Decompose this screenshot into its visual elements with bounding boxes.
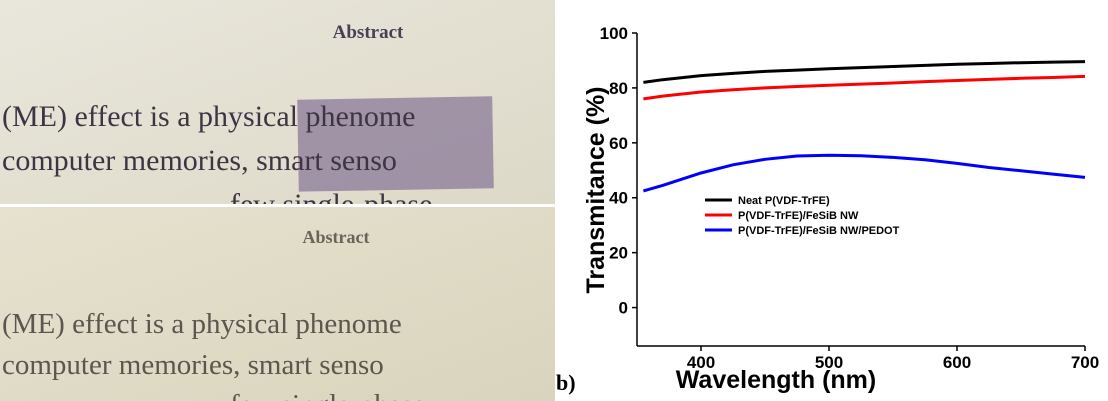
photo-bottom: Abstract (ME) effect is a physical pheno… <box>0 207 555 401</box>
photo-text: computer memories, smart senso <box>2 349 384 381</box>
photo-top: Abstract (ME) effect is a physical pheno… <box>0 0 555 221</box>
y-axis-title: Transmitance (%) <box>582 86 610 293</box>
y-tick-label: 0 <box>619 299 628 318</box>
photo-text: (ME) effect is a physical phenome <box>2 100 415 133</box>
y-tick-label: 80 <box>609 79 628 98</box>
x-tick-label: 500 <box>815 353 843 372</box>
y-tick-label: 40 <box>609 189 628 208</box>
y-tick-label: 100 <box>600 24 628 43</box>
photo-text: computer memories, smart senso <box>2 144 397 177</box>
legend-label: P(VDF-TrFE)/FeSiB NW/PEDOT <box>738 225 900 237</box>
panel-label: b) <box>556 370 576 395</box>
legend-label: P(VDF-TrFE)/FeSiB NW <box>738 210 859 222</box>
x-tick-label: 400 <box>687 353 715 372</box>
photo-text: Abstract <box>303 227 370 247</box>
figure: Abstract (ME) effect is a physical pheno… <box>0 0 1108 401</box>
photo-text: few single-phase <box>230 389 426 401</box>
photo-text: Abstract <box>333 22 404 43</box>
x-tick-label: 700 <box>1071 353 1099 372</box>
y-tick-label: 60 <box>609 134 628 153</box>
photo-text: (ME) effect is a physical phenome <box>2 308 402 340</box>
series-line <box>643 155 1085 191</box>
y-tick-label: 20 <box>609 244 628 263</box>
series-line <box>643 76 1085 99</box>
x-tick-label: 600 <box>943 353 971 372</box>
legend-label: Neat P(VDF-TrFE) <box>738 195 830 207</box>
